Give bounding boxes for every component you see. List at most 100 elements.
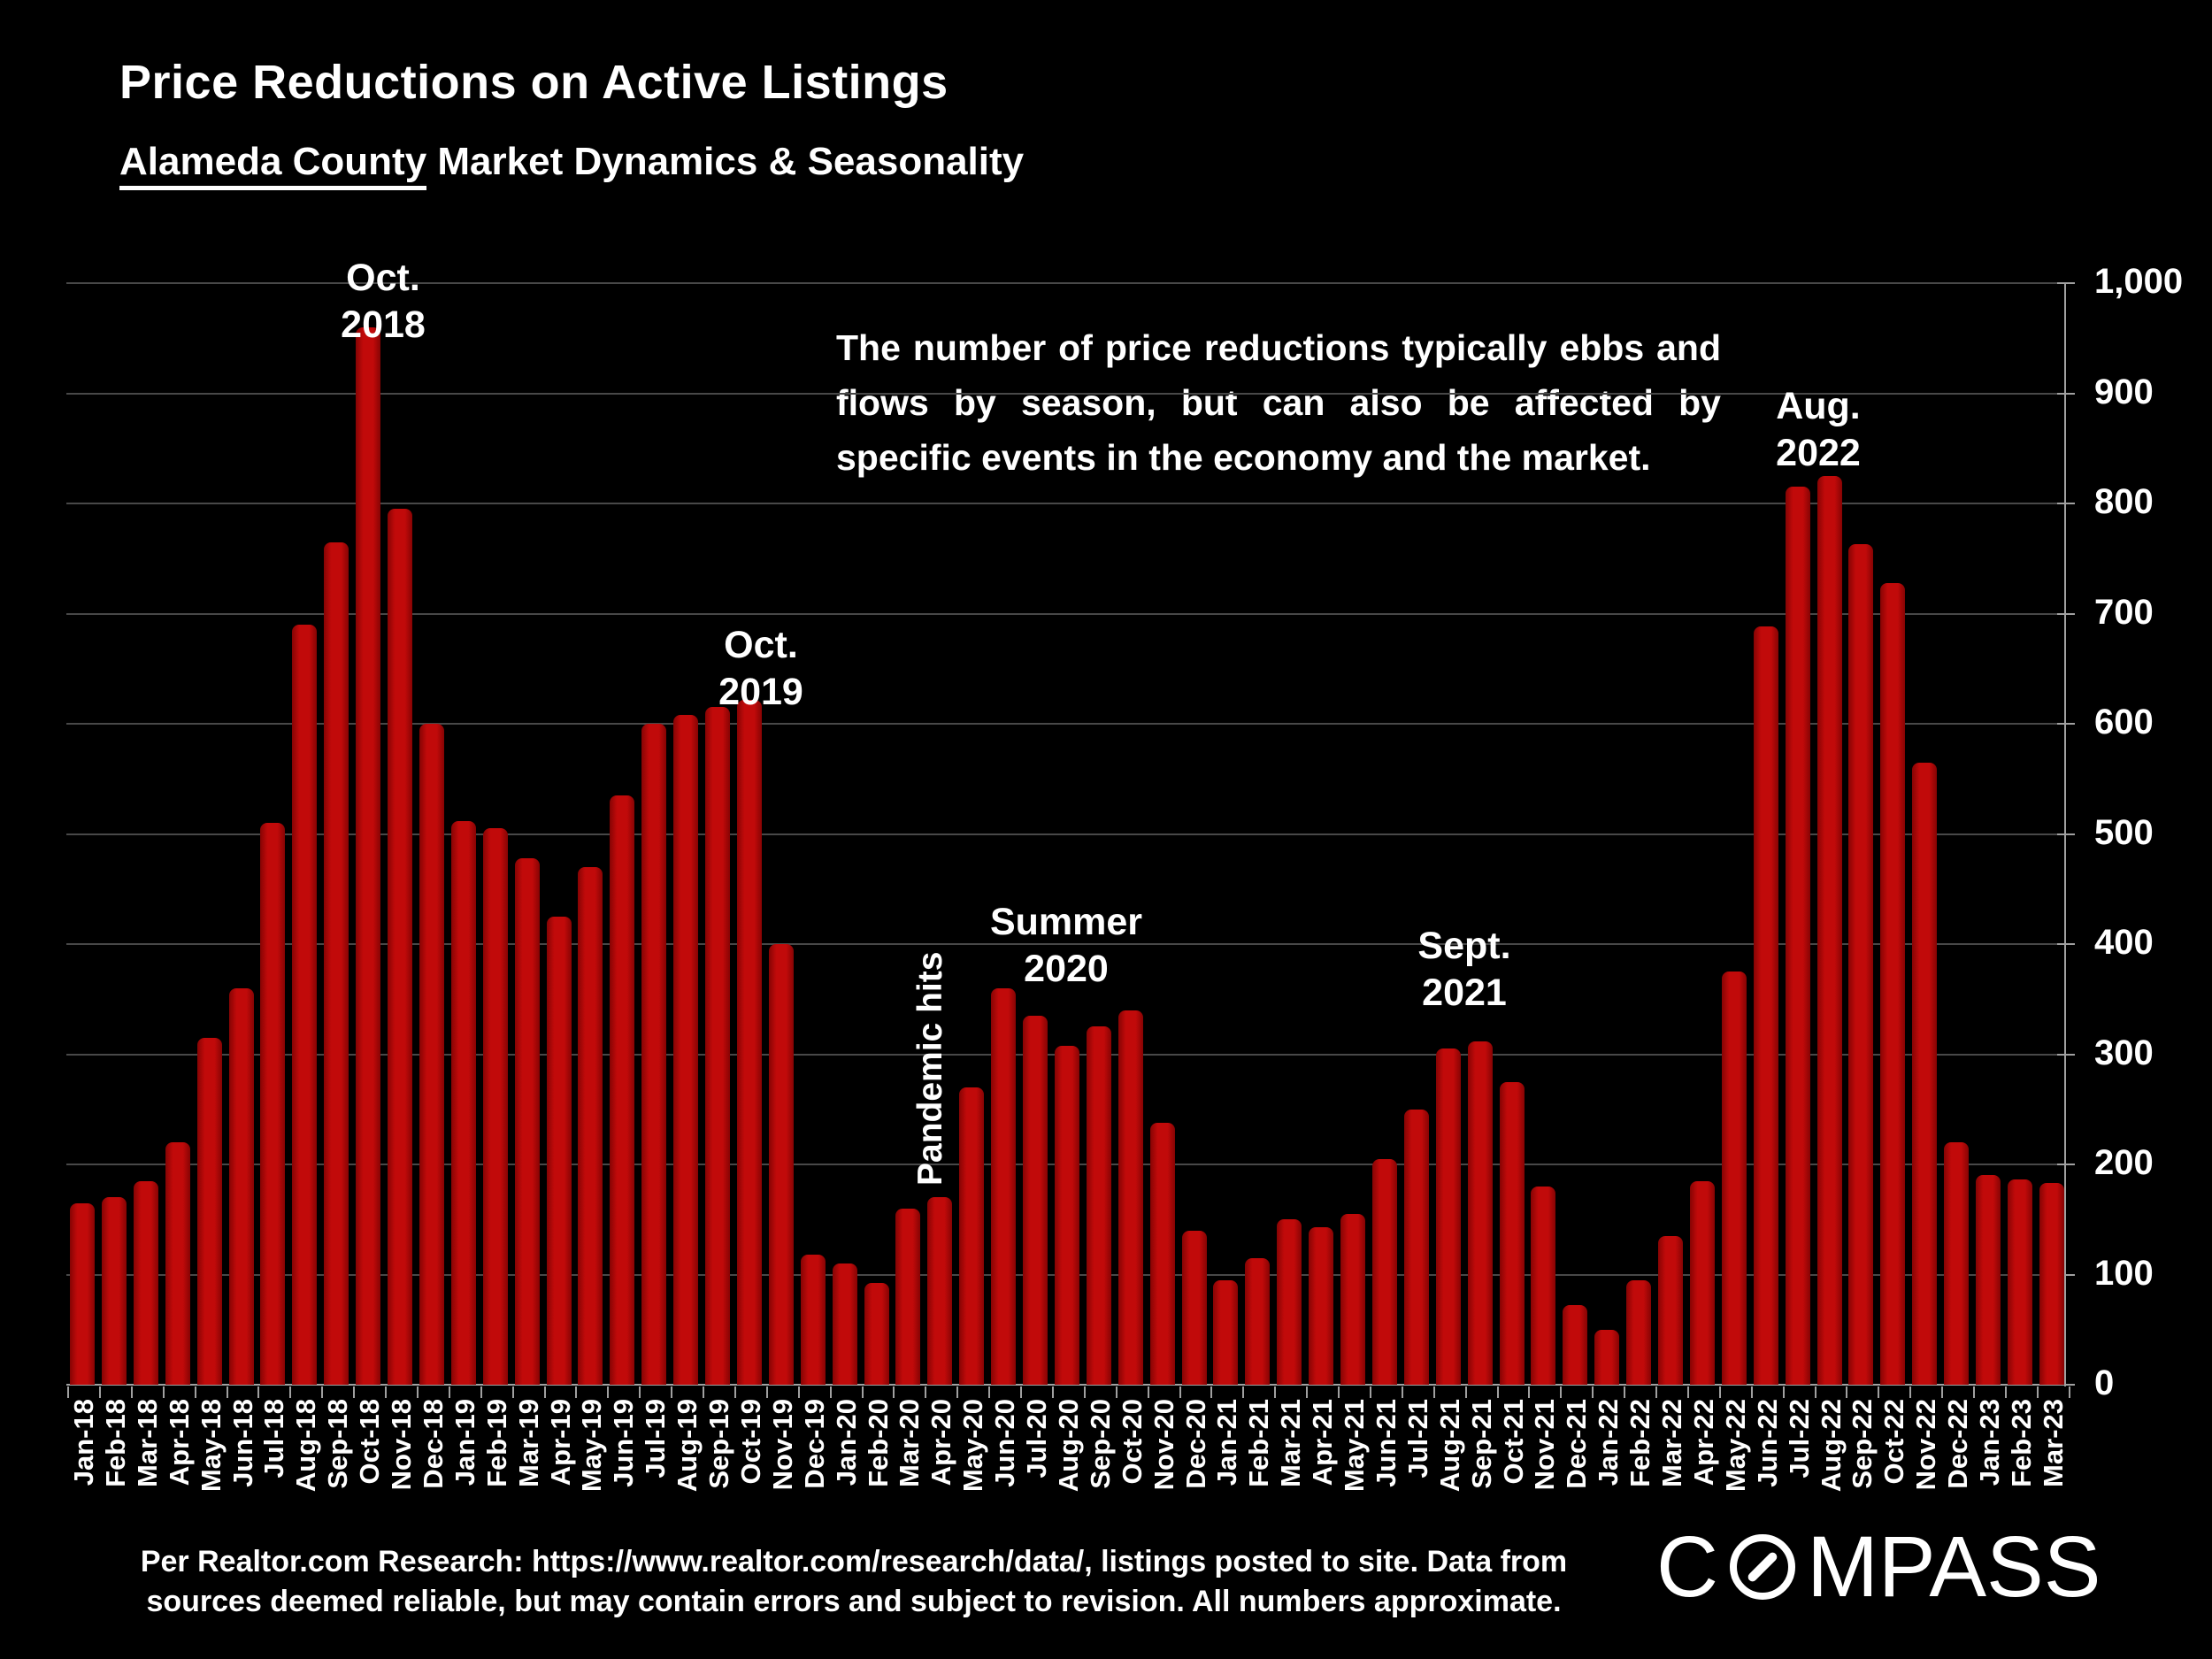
- x-axis-tick: [1496, 1386, 1499, 1398]
- bar-Jan-20: [832, 1263, 857, 1385]
- y-axis-label-400: 400: [2094, 923, 2154, 962]
- bar-Mar-21: [1277, 1219, 1302, 1385]
- bar-Aug-19: [673, 715, 699, 1385]
- bar-Jul-20: [1023, 1015, 1048, 1385]
- bar-Jan-21: [1213, 1279, 1239, 1385]
- y-axis-label-500: 500: [2094, 812, 2154, 852]
- x-axis-tick: [607, 1386, 610, 1398]
- bar-Jun-18: [228, 987, 254, 1385]
- bar-Sep-18: [324, 541, 349, 1385]
- x-axis-tick: [1782, 1386, 1785, 1398]
- x-axis-label-Oct-21: Oct-21: [1497, 1399, 1529, 1485]
- bar-Mar-22: [1658, 1235, 1683, 1385]
- x-axis-tick: [639, 1386, 641, 1398]
- y-axis-tick: [2057, 833, 2075, 835]
- x-axis-tick: [1020, 1386, 1022, 1398]
- bar-Feb-22: [1626, 1279, 1652, 1385]
- x-axis-tick: [703, 1386, 704, 1398]
- y-axis-tick: [2057, 1053, 2075, 1056]
- plot-area: 0 100 200 300 400 500 600 700 800 900 1,000 Jan-18 F…: [66, 262, 2183, 1492]
- x-axis-tick: [1210, 1386, 1213, 1398]
- x-axis-tick: [988, 1386, 991, 1398]
- y-axis-label-1000: 1,000: [2094, 262, 2184, 301]
- x-axis-label-Apr-20: Apr-20: [926, 1399, 957, 1486]
- gridline-400: [66, 943, 2066, 945]
- x-axis-tick: [1432, 1386, 1435, 1398]
- bar-Mar-19: [514, 857, 540, 1385]
- footnote-line-1: Per Realtor.com Research: https://www.re…: [140, 1545, 1568, 1578]
- x-axis-label-Sep-19: Sep-19: [703, 1399, 734, 1489]
- x-axis-tick: [765, 1386, 768, 1398]
- x-axis-tick: [321, 1386, 324, 1398]
- x-axis-label-Apr-21: Apr-21: [1307, 1399, 1339, 1486]
- gridline-700: [66, 612, 2066, 615]
- x-axis-label-May-19: May-19: [576, 1399, 608, 1493]
- x-axis-tick: [98, 1386, 101, 1398]
- x-axis-tick: [1115, 1386, 1118, 1398]
- bar-Nov-18: [388, 509, 412, 1385]
- x-axis-label-Sep-22: Sep-22: [1847, 1399, 1878, 1489]
- bar-Aug-22: [1816, 475, 1842, 1385]
- x-axis-label-Feb-22: Feb-22: [1624, 1399, 1656, 1487]
- bar-Apr-19: [546, 916, 572, 1385]
- x-axis-tick: [1464, 1386, 1467, 1398]
- x-axis-label-Nov-22: Nov-22: [1910, 1399, 1942, 1491]
- x-axis-tick: [2004, 1386, 2007, 1398]
- bar-Mar-23: [2039, 1183, 2064, 1385]
- x-axis-label-Jun-22: Jun-22: [1751, 1399, 1783, 1487]
- bar-Jul-21: [1403, 1109, 1429, 1385]
- x-axis-label-Mar-21: Mar-21: [1275, 1399, 1307, 1487]
- bar-Feb-20: [864, 1283, 889, 1385]
- x-axis-tick: [1592, 1386, 1594, 1398]
- x-axis-label-Dec-19: Dec-19: [798, 1399, 830, 1489]
- x-axis-tick: [353, 1386, 356, 1398]
- x-axis-label-Jan-23: Jan-23: [1974, 1399, 2005, 1486]
- x-axis-label-Jun-19: Jun-19: [608, 1399, 640, 1487]
- x-axis-tick: [448, 1386, 450, 1398]
- x-axis-label-Jan-19: Jan-19: [449, 1399, 480, 1486]
- x-axis-label-Feb-20: Feb-20: [862, 1399, 894, 1487]
- x-axis-label-Apr-22: Apr-22: [1687, 1399, 1719, 1486]
- x-axis-label-Sep-18: Sep-18: [322, 1399, 354, 1489]
- bar-May-18: [196, 1037, 222, 1385]
- x-axis-label-Mar-20: Mar-20: [894, 1399, 926, 1487]
- gridline-600: [66, 723, 2066, 725]
- bar-Oct-18: [356, 326, 381, 1385]
- needle-icon: [1746, 1550, 1779, 1584]
- gridline-1000: [66, 282, 2066, 284]
- x-axis-label-May-18: May-18: [195, 1399, 227, 1493]
- x-axis-tick: [1909, 1386, 1912, 1398]
- bar-Jun-20: [991, 987, 1017, 1385]
- x-axis-label-Jun-20: Jun-20: [989, 1399, 1021, 1487]
- compass-needle-o-icon: [1730, 1534, 1796, 1600]
- x-axis-tick: [1401, 1386, 1403, 1398]
- x-axis-label-Jul-19: Jul-19: [640, 1399, 672, 1479]
- bar-Feb-21: [1245, 1257, 1271, 1385]
- x-axis-tick: [575, 1386, 578, 1398]
- x-axis-label-Nov-20: Nov-20: [1148, 1399, 1179, 1491]
- x-axis-label-Jun-18: Jun-18: [227, 1399, 258, 1487]
- bar-Feb-23: [2007, 1179, 2032, 1385]
- y-axis-label-900: 900: [2094, 372, 2154, 411]
- bar-Jan-23: [1976, 1175, 2001, 1385]
- x-axis-label-Mar-18: Mar-18: [131, 1399, 163, 1487]
- bar-Aug-21: [1435, 1048, 1461, 1385]
- x-axis-tick: [1846, 1386, 1848, 1398]
- y-axis-label-100: 100: [2094, 1253, 2154, 1293]
- y-axis-tick: [2057, 1273, 2075, 1276]
- x-axis-label-Oct-20: Oct-20: [1116, 1399, 1148, 1485]
- bar-Feb-18: [101, 1197, 127, 1385]
- bar-Oct-22: [1880, 582, 1906, 1385]
- x-axis-label-Jun-21: Jun-21: [1370, 1399, 1402, 1487]
- x-axis-tick: [416, 1386, 419, 1398]
- x-axis-label-Mar-23: Mar-23: [2037, 1399, 2069, 1487]
- y-axis-label-200: 200: [2094, 1143, 2154, 1182]
- bar-Oct-19: [736, 699, 762, 1385]
- x-axis-tick: [861, 1386, 864, 1398]
- callout-summer-2020: Summer 2020: [989, 901, 1143, 990]
- bar-Aug-18: [292, 624, 318, 1385]
- bar-May-20: [959, 1087, 985, 1385]
- x-axis-label-Jan-18: Jan-18: [68, 1399, 99, 1486]
- bar-Apr-22: [1689, 1180, 1715, 1385]
- gridline-800: [66, 503, 2066, 504]
